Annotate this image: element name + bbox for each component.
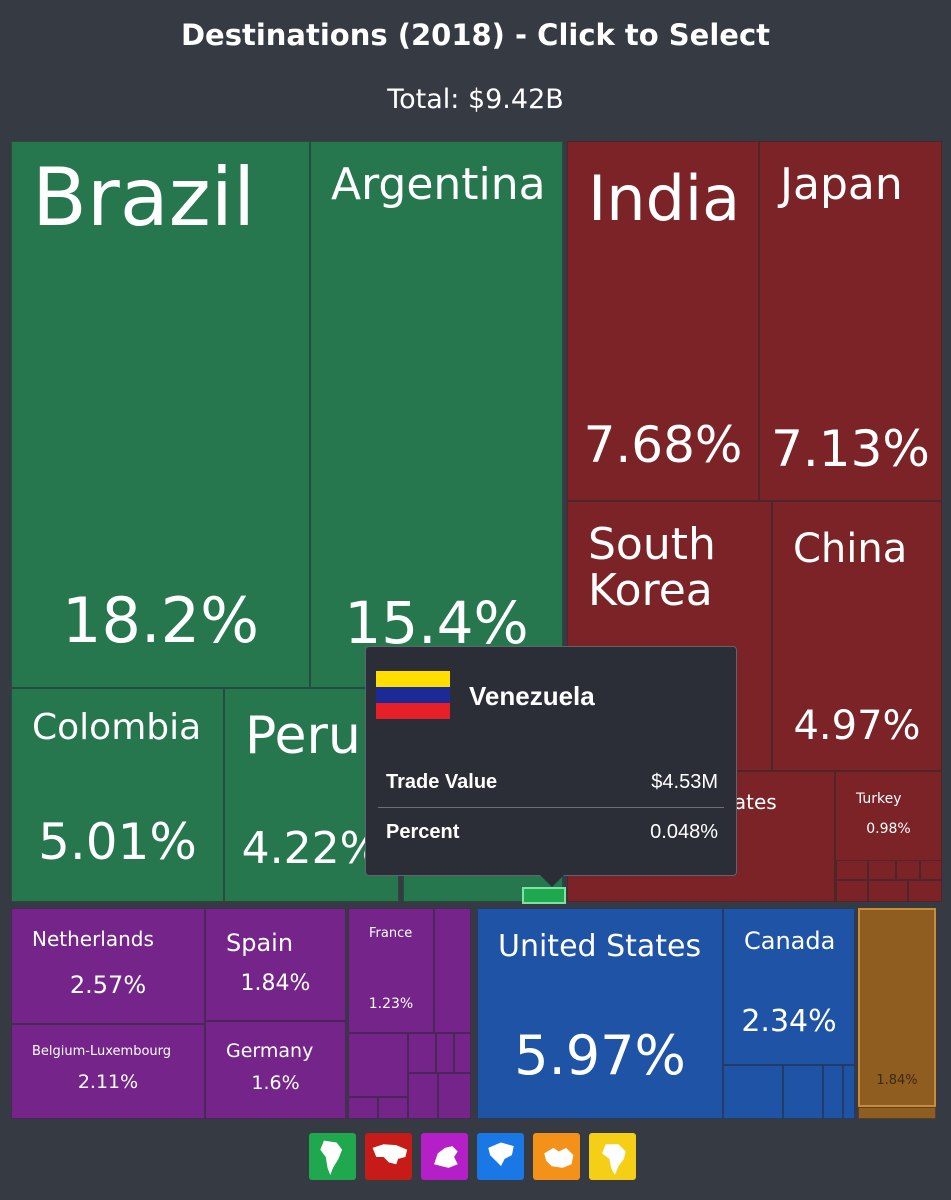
tile-percent: 1.84% xyxy=(240,971,311,996)
treemap-tile-china[interactable]: China 4.97% xyxy=(772,501,942,771)
treemap-tile-oceania-unlabeled[interactable]: 1.84% xyxy=(858,908,936,1107)
tile-percent: 4.97% xyxy=(793,703,921,749)
tile-percent: 2.11% xyxy=(77,1071,139,1093)
tile-label: Peru xyxy=(245,706,361,766)
north-america-filter[interactable] xyxy=(477,1133,524,1180)
tooltip-percent-label: Percent xyxy=(386,821,460,843)
tooltip-trade-value-label: Trade Value xyxy=(386,771,498,793)
treemap-tile-colombia[interactable]: Colombia 5.01% xyxy=(11,688,224,902)
tile-percent: 15.4% xyxy=(344,589,529,657)
tile-percent: 5.97% xyxy=(514,1024,686,1087)
tooltip-percent: 0.048% xyxy=(650,821,718,843)
treemap-tile-brazil[interactable]: Brazil 18.2% xyxy=(11,141,310,688)
tile-percent: 1.6% xyxy=(251,1072,300,1094)
tile-label: Netherlands xyxy=(32,927,154,951)
tile-percent: 18.2% xyxy=(62,584,259,657)
treemap-small-tile[interactable] xyxy=(868,880,908,902)
treemap-small-tile[interactable] xyxy=(836,880,868,902)
treemap-tile-germany[interactable]: Germany 1.6% xyxy=(205,1021,346,1119)
flag-stripe-red xyxy=(376,703,450,719)
treemap-small-tile[interactable] xyxy=(823,1065,843,1119)
treemap-small-tile[interactable] xyxy=(858,1107,936,1119)
treemap-small-tile[interactable] xyxy=(896,860,920,880)
tile-label: Germany xyxy=(226,1040,314,1062)
treemap-tile-venezuela[interactable] xyxy=(522,887,566,904)
treemap-tile-belgium-luxembourg[interactable]: Belgium-Luxembourg 2.11% xyxy=(11,1024,205,1119)
tile-percent: 1.23% xyxy=(368,996,414,1012)
tile-percent: 4.22% xyxy=(241,823,382,874)
tile-label: South Korea xyxy=(588,519,716,617)
africa-icon xyxy=(601,1143,626,1175)
tile-percent: 2.57% xyxy=(69,971,147,999)
europe-filter[interactable] xyxy=(421,1133,468,1180)
tile-label: Belgium-Luxembourg xyxy=(32,1044,172,1059)
tile-label: Spain xyxy=(226,929,294,957)
oceania-icon xyxy=(543,1147,573,1168)
treemap-small-tile[interactable] xyxy=(908,880,942,902)
treemap-small-tile[interactable] xyxy=(408,1033,436,1073)
treemap-small-tile[interactable] xyxy=(348,1097,378,1119)
south-america-filter[interactable] xyxy=(309,1133,356,1180)
tile-percent: 7.13% xyxy=(771,420,930,478)
tile-percent: 2.34% xyxy=(741,1004,837,1039)
tooltip-country-name: Venezuela xyxy=(469,681,595,711)
tile-label: Colombia xyxy=(32,707,202,748)
north-america-icon xyxy=(487,1141,514,1166)
tile-label: Japan xyxy=(780,159,903,210)
treemap-small-tile[interactable] xyxy=(454,1033,471,1073)
treemap-tile-united-states[interactable]: United States 5.97% xyxy=(477,908,723,1119)
tile-label: Argentina xyxy=(331,159,546,210)
hover-tooltip: Venezuela Trade Value $4.53M Percent 0.0… xyxy=(365,646,737,887)
tile-label: India xyxy=(588,162,741,235)
treemap-small-tile[interactable] xyxy=(434,908,471,1033)
treemap-tile-spain[interactable]: Spain 1.84% xyxy=(205,908,346,1021)
treemap-small-tile[interactable] xyxy=(843,1065,855,1119)
chart-title: Destinations (2018) - Click to Select xyxy=(180,18,771,52)
tile-label: United States xyxy=(498,929,702,964)
treemap-small-tile[interactable] xyxy=(408,1073,438,1119)
flag-stripe-blue xyxy=(376,687,450,703)
treemap-small-tile[interactable] xyxy=(836,860,868,880)
treemap-tile-japan[interactable]: Japan 7.13% xyxy=(759,141,942,501)
tile-label: Turkey xyxy=(856,791,902,807)
treemap-tile-canada[interactable]: Canada 2.34% xyxy=(723,908,855,1065)
tile-percent: 0.98% xyxy=(866,821,911,837)
treemap-tile-argentina[interactable]: Argentina 15.4% xyxy=(310,141,563,688)
chart-total: Total: $9.42B xyxy=(387,84,564,115)
treemap-tile-india[interactable]: India 7.68% xyxy=(567,141,759,501)
tile-label: France xyxy=(369,926,413,941)
tile-label: China xyxy=(793,526,908,572)
africa-filter[interactable] xyxy=(589,1133,636,1180)
treemap-tile-netherlands[interactable]: Netherlands 2.57% xyxy=(11,908,205,1024)
tile-label: Brazil xyxy=(32,151,256,244)
asia-filter[interactable] xyxy=(365,1133,412,1180)
treemap-tile-france[interactable]: France 1.23% xyxy=(348,908,434,1033)
tile-percent: 1.84% xyxy=(876,1073,918,1088)
treemap-small-tile[interactable] xyxy=(436,1033,454,1073)
treemap-small-tile[interactable] xyxy=(438,1073,471,1119)
tile-percent: 5.01% xyxy=(38,813,197,871)
venezuela-flag-icon xyxy=(376,671,450,719)
treemap-small-tile[interactable] xyxy=(920,860,942,880)
tooltip-trade-value: $4.53M xyxy=(651,771,718,793)
treemap-small-tile[interactable] xyxy=(783,1065,823,1119)
tooltip-divider xyxy=(378,807,724,808)
europe-icon xyxy=(433,1145,458,1168)
treemap-small-tile[interactable] xyxy=(378,1097,408,1119)
asia-icon xyxy=(372,1143,407,1164)
south-america-icon xyxy=(319,1140,342,1175)
flag-stripe-yellow xyxy=(376,671,450,687)
treemap-small-tile[interactable] xyxy=(723,1065,783,1119)
treemap-small-tile[interactable] xyxy=(348,1033,408,1097)
treemap-small-tile[interactable] xyxy=(868,860,896,880)
tile-percent: 7.68% xyxy=(583,416,743,474)
tooltip-caret xyxy=(540,875,564,887)
oceania-filter[interactable] xyxy=(533,1133,580,1180)
tile-label: Canada xyxy=(744,927,836,955)
